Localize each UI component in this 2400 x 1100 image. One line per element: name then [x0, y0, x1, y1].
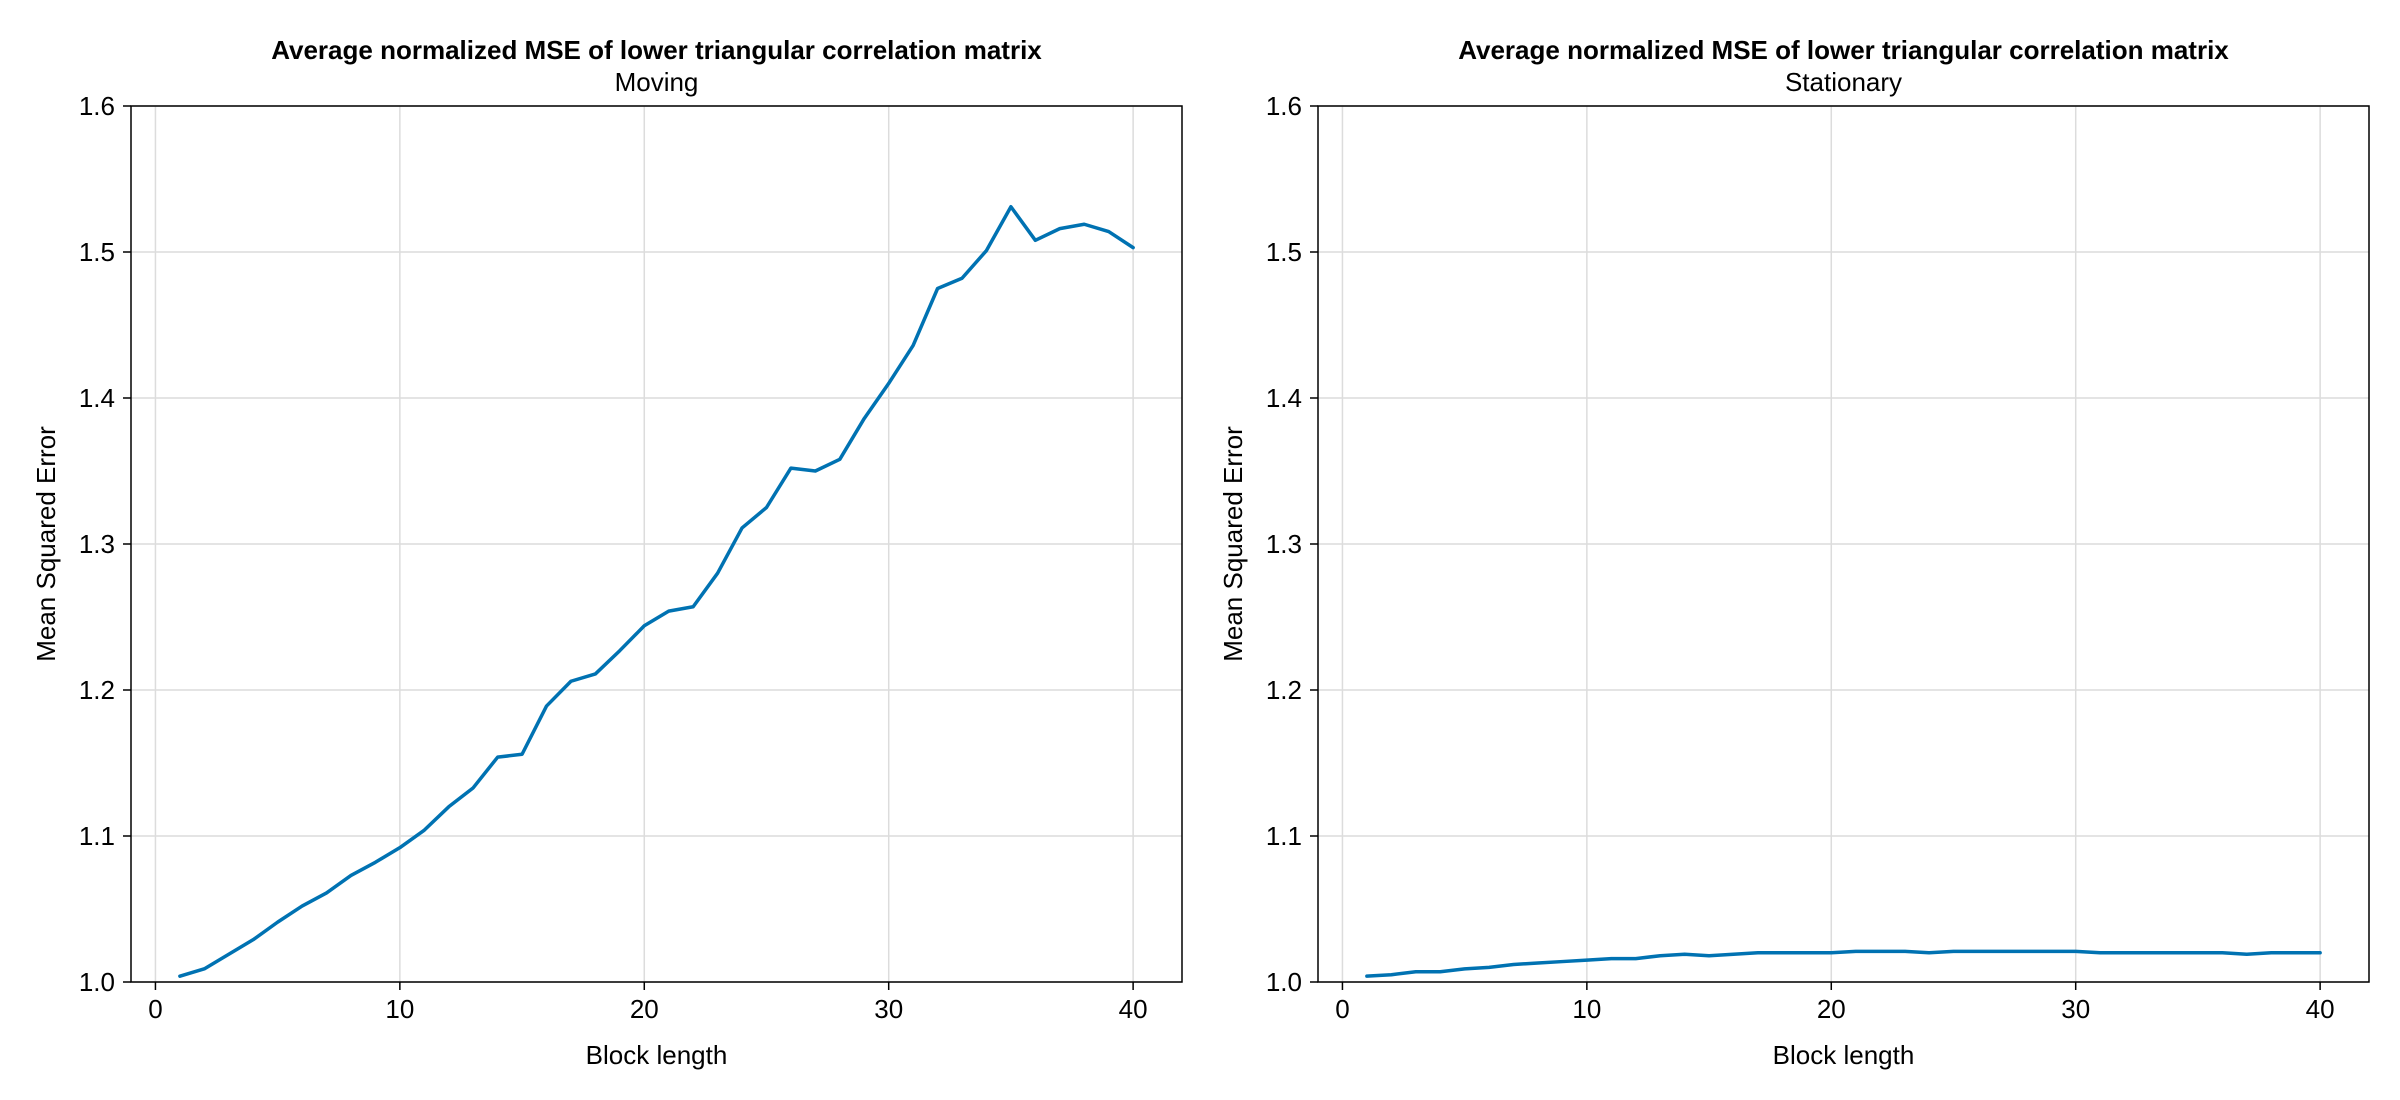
chart-title: Average normalized MSE of lower triangul…	[1458, 35, 2229, 65]
y-tick-label: 1.2	[79, 675, 115, 705]
y-tick-label: 1.6	[1266, 91, 1302, 121]
series-line	[1365, 949, 2322, 978]
x-tick-label: 0	[1335, 994, 1349, 1024]
x-tick-label: 10	[385, 994, 414, 1024]
x-tick-label: 20	[1817, 994, 1846, 1024]
y-tick-label: 1.1	[1266, 821, 1302, 851]
series-line	[178, 204, 1135, 978]
chart-subtitle: Stationary	[1785, 67, 1902, 97]
x-axis-label: Block length	[586, 1040, 728, 1070]
y-tick-label: 1.4	[79, 383, 115, 413]
y-axis-label: Mean Squared Error	[31, 426, 61, 662]
y-tick-label: 1.1	[79, 821, 115, 851]
y-axis-label: Mean Squared Error	[1218, 426, 1248, 662]
y-tick-label: 1.3	[1266, 529, 1302, 559]
x-tick-label: 40	[2306, 994, 2335, 1024]
y-tick-label: 1.2	[1266, 675, 1302, 705]
y-tick-label: 1.3	[79, 529, 115, 559]
x-tick-label: 20	[630, 994, 659, 1024]
chart-stationary: 0 10 20 30 40 1.0 1.1 1.2 1.3 1.4 1.5 1.6 Average no…	[1218, 35, 2370, 1070]
x-tick-label: 10	[1572, 994, 1601, 1024]
x-tick-label: 30	[2061, 994, 2090, 1024]
y-tick-label: 1.5	[1266, 237, 1302, 267]
x-tick-label: 30	[874, 994, 903, 1024]
x-tick-label: 40	[1119, 994, 1148, 1024]
y-tick-label: 1.0	[1266, 967, 1302, 997]
y-tick-label: 1.0	[79, 967, 115, 997]
y-tick-label: 1.6	[79, 91, 115, 121]
chart-title: Average normalized MSE of lower triangul…	[271, 35, 1042, 65]
y-tick-label: 1.5	[79, 237, 115, 267]
x-tick-label: 0	[148, 994, 162, 1024]
grid	[131, 105, 1182, 983]
y-tick-label: 1.4	[1266, 383, 1302, 413]
chart-subtitle: Moving	[615, 67, 699, 97]
grid	[1318, 105, 2369, 983]
x-axis-label: Block length	[1773, 1040, 1915, 1070]
chart-moving: 0 10 20 30 40 1.0 1.1 1.2 1.3 1.4 1.5 1.6 Average no…	[31, 35, 1183, 1070]
